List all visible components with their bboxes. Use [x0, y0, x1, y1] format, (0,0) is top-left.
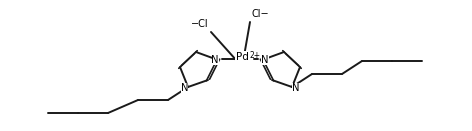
Text: N: N	[261, 55, 269, 65]
Text: 2+: 2+	[249, 50, 260, 59]
Text: N: N	[292, 83, 300, 93]
Text: N: N	[211, 55, 219, 65]
Text: −Cl: −Cl	[191, 19, 209, 29]
Text: Pd: Pd	[236, 52, 249, 62]
Text: Cl−: Cl−	[252, 9, 270, 19]
Text: N: N	[180, 83, 188, 93]
